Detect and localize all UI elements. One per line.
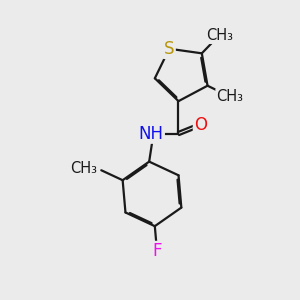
Text: F: F [152, 242, 162, 260]
Text: NH: NH [139, 124, 164, 142]
Text: S: S [164, 40, 175, 58]
Text: O: O [194, 116, 207, 134]
Text: CH₃: CH₃ [70, 161, 97, 176]
Text: CH₃: CH₃ [206, 28, 233, 43]
Text: CH₃: CH₃ [217, 89, 244, 104]
